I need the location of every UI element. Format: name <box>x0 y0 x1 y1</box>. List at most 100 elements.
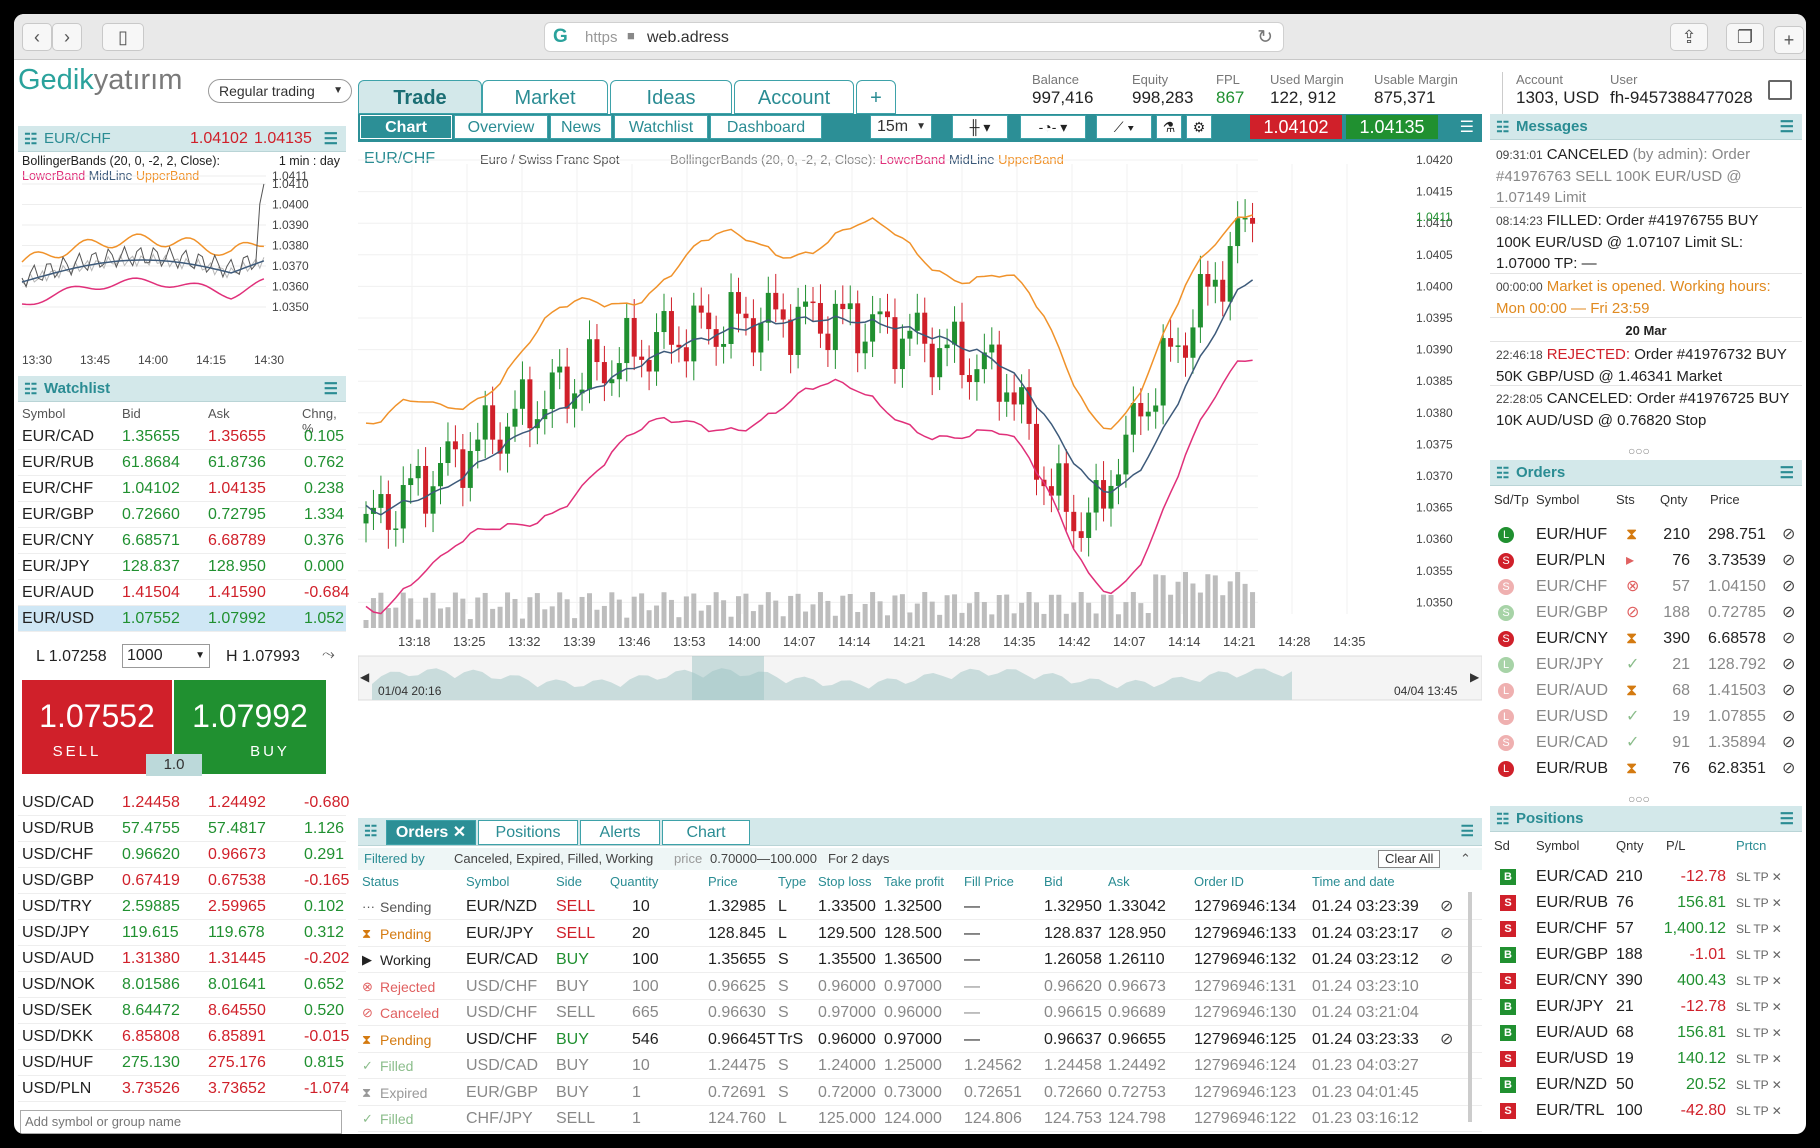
order-row[interactable]: ⊗ Rejected USD/CHF BUY 100 0.96625 S 0.96000 0.9… <box>358 974 1482 1000</box>
watchlist-row[interactable]: EUR/GBP 0.72660 0.72795 1.334 <box>18 502 346 528</box>
orders-col-9[interactable]: Bid <box>1044 874 1063 889</box>
bottom-tab-1[interactable]: Positions <box>478 820 578 845</box>
menu-icon[interactable]: ☰ <box>323 381 338 398</box>
orders-side-row[interactable]: S EUR/CHF ⊗ 57 1.04150 ⊘ <box>1490 574 1802 600</box>
sl-tp-controls[interactable]: SL TP ✕ <box>1736 896 1782 910</box>
orders-col-11[interactable]: Order ID <box>1194 874 1244 889</box>
watchlist-col-0[interactable]: Symbol <box>22 406 66 421</box>
orders-side-row[interactable]: L EUR/USD ✓ 19 1.07855 ⊘ <box>1490 704 1802 730</box>
main-tab-4[interactable]: + <box>856 80 896 114</box>
interval-select[interactable]: 15m ▼ <box>870 115 932 139</box>
watchlist-col-2[interactable]: Ask <box>208 406 230 421</box>
orders-side-col-4[interactable]: Price <box>1710 492 1740 507</box>
cancel-icon[interactable]: ⊘ <box>1782 734 1796 751</box>
bottom-tab-2[interactable]: Alerts <box>580 820 660 845</box>
order-row[interactable]: ⧗ Pending EUR/JPY SELL 20 128.845 L 129.500 128.… <box>358 921 1482 947</box>
positions-col-1[interactable]: Symbol <box>1536 838 1580 853</box>
menu-icon[interactable]: ☰ <box>1779 119 1794 136</box>
filter-values[interactable]: Canceled, Expired, Filled, Working <box>454 851 654 866</box>
watchlist-row[interactable]: EUR/USD 1.07552 1.07992 1.052 <box>18 606 346 632</box>
watchlist-row[interactable]: USD/CHF 0.96620 0.96673 0.291 <box>18 842 346 868</box>
orders-col-0[interactable]: Status <box>362 874 399 889</box>
sell-price-button[interactable]: 1.04102 <box>1250 115 1342 139</box>
draw-icon[interactable]: ⟋ ▾ <box>1096 115 1152 139</box>
cancel-icon[interactable]: ⊘ <box>1782 526 1796 543</box>
navigator-window[interactable] <box>692 656 764 700</box>
trading-mode-select[interactable]: Regular trading ▼ <box>208 79 352 103</box>
orders-col-5[interactable]: Type <box>778 874 807 889</box>
orders-col-6[interactable]: Stop loss <box>818 874 872 889</box>
message-item[interactable]: 22:46:18 REJECTED: Order #41976732 BUY 50… <box>1496 344 1796 387</box>
orders-side-col-3[interactable]: Qnty <box>1660 492 1688 507</box>
chart-type-icon[interactable]: ╫ ▾ <box>952 115 1008 139</box>
cancel-order-icon[interactable]: ⊘ <box>1440 951 1454 968</box>
menu-icon[interactable]: ☰ <box>1779 811 1794 828</box>
position-row[interactable]: S EUR/CNY 390 400.43 SL TP ✕ <box>1490 968 1802 994</box>
positions-col-0[interactable]: Sd <box>1494 838 1510 853</box>
watchlist-row[interactable]: USD/SEK 8.64472 8.64550 0.520 <box>18 998 346 1024</box>
settings-icon[interactable]: ⚙ <box>1186 115 1212 139</box>
mini-chart[interactable]: BollingerBands (20, 0, -2, 2, Close): 1 … <box>18 154 346 368</box>
main-tab-3[interactable]: Account <box>734 80 854 114</box>
order-row[interactable]: ✓ Filled CHF/JPY SELL 1 124.760 L 125.000 124.00… <box>358 1106 1482 1132</box>
clock-icon[interactable]: -◔- ▾ <box>1020 115 1086 139</box>
buy-price-button[interactable]: 1.04135 <box>1346 115 1438 139</box>
message-item[interactable]: 08:14:23 FILLED: Order #41976755 BUY 100K… <box>1496 210 1796 274</box>
sl-tp-controls[interactable]: SL TP ✕ <box>1736 1052 1782 1066</box>
main-tab-2[interactable]: Ideas <box>610 80 732 114</box>
sub-tab-0[interactable]: Chart <box>360 115 452 139</box>
orders-side-row[interactable]: L EUR/RUB ⧗ 76 62.8351 ⊘ <box>1490 756 1802 782</box>
watchlist-row[interactable]: EUR/CHF 1.04102 1.04135 0.238 <box>18 476 346 502</box>
menu-icon[interactable]: ☰ <box>1459 119 1474 136</box>
message-item[interactable]: 09:31:01 CANCELED (by admin): Order #4197… <box>1496 144 1796 208</box>
sl-tp-controls[interactable]: SL TP ✕ <box>1736 922 1782 936</box>
scroll-right-icon[interactable]: ▶ <box>1470 670 1480 684</box>
orders-col-3[interactable]: Quantity <box>610 874 659 889</box>
orders-col-8[interactable]: Fill Price <box>964 874 1014 889</box>
price-filter-value[interactable]: 0.70000—100.000 <box>710 851 817 866</box>
position-row[interactable]: S EUR/CHF 57 1,400.12 SL TP ✕ <box>1490 916 1802 942</box>
watchlist-row[interactable]: USD/JPY 119.615 119.678 0.312 <box>18 920 346 946</box>
orders-side-col-2[interactable]: Sts <box>1616 492 1635 507</box>
orders-side-row[interactable]: S EUR/PLN ▸ 76 3.73539 ⊘ <box>1490 548 1802 574</box>
cancel-order-icon[interactable]: ⊘ <box>1440 924 1454 942</box>
watchlist-row[interactable]: USD/CAD 1.24458 1.24492 -0.680 <box>18 790 349 816</box>
order-row[interactable]: ⧗ Pending USD/CHF BUY 546 0.96645T TrS 0.96000 0… <box>358 1027 1482 1053</box>
cancel-icon[interactable]: ⊘ <box>1782 630 1796 647</box>
watchlist-row[interactable]: EUR/JPY 128.837 128.950 0.000 <box>18 554 346 580</box>
orders-col-7[interactable]: Take profit <box>884 874 944 889</box>
reload-icon[interactable]: ↻ <box>1257 27 1273 48</box>
orders-side-row[interactable]: L EUR/JPY ✓ 21 128.792 ⊘ <box>1490 652 1802 678</box>
bottom-tab-3[interactable]: Chart <box>662 820 750 845</box>
position-row[interactable]: B EUR/AUD 68 156.81 SL TP ✕ <box>1490 1020 1802 1046</box>
watchlist-row[interactable]: EUR/CNY 6.68571 6.68789 0.376 <box>18 528 346 554</box>
flask-icon[interactable]: ⚗ <box>1156 115 1182 139</box>
sl-tp-controls[interactable]: SL TP ✕ <box>1736 1000 1782 1014</box>
position-row[interactable]: B EUR/CAD 210 -12.78 SL TP ✕ <box>1490 864 1802 890</box>
watchlist-row[interactable]: USD/GBP 0.67419 0.67538 -0.165 <box>18 868 349 894</box>
orders-side-row[interactable]: S EUR/CAD ✓ 91 1.35894 ⊘ <box>1490 730 1802 756</box>
quantity-select[interactable]: 1000 ▼ <box>122 644 210 668</box>
add-symbol-input[interactable]: Add symbol or group name <box>20 1110 342 1134</box>
main-chart[interactable]: EUR/CHF Euro / Swiss Franc Spot Bollinge… <box>358 144 1482 816</box>
menu-icon[interactable]: ☰ <box>323 131 338 148</box>
orders-side-col-0[interactable]: Sd/Tp <box>1494 492 1529 507</box>
sub-tab-1[interactable]: Overview <box>454 115 548 139</box>
back-icon[interactable]: ‹ <box>22 23 52 51</box>
cancel-icon[interactable]: ⊘ <box>1782 656 1796 673</box>
order-row[interactable]: ⧗ Expired EUR/GBP BUY 1 0.72691 S 0.72000 0.7300… <box>358 1080 1482 1106</box>
cancel-icon[interactable]: ⊘ <box>1782 708 1796 725</box>
close-icon[interactable]: ✕ <box>448 824 467 841</box>
sub-tab-2[interactable]: News <box>550 115 612 139</box>
cancel-icon[interactable]: ⊘ <box>1782 552 1796 569</box>
orders-col-10[interactable]: Ask <box>1108 874 1130 889</box>
orders-scrollbar[interactable] <box>1468 892 1472 1122</box>
sl-tp-controls[interactable]: SL TP ✕ <box>1736 948 1782 962</box>
watchlist-col-1[interactable]: Bid <box>122 406 141 421</box>
orders-side-col-1[interactable]: Symbol <box>1536 492 1580 507</box>
sub-tab-3[interactable]: Watchlist <box>614 115 708 139</box>
bottom-tab-0[interactable]: Orders ✕ <box>386 820 476 845</box>
order-row[interactable]: ✓ Filled USD/CAD BUY 10 1.24475 S 1.24000 1.2500… <box>358 1053 1482 1079</box>
main-tab-0[interactable]: Trade <box>358 80 482 114</box>
scroll-left-icon[interactable]: ◀ <box>360 670 370 684</box>
